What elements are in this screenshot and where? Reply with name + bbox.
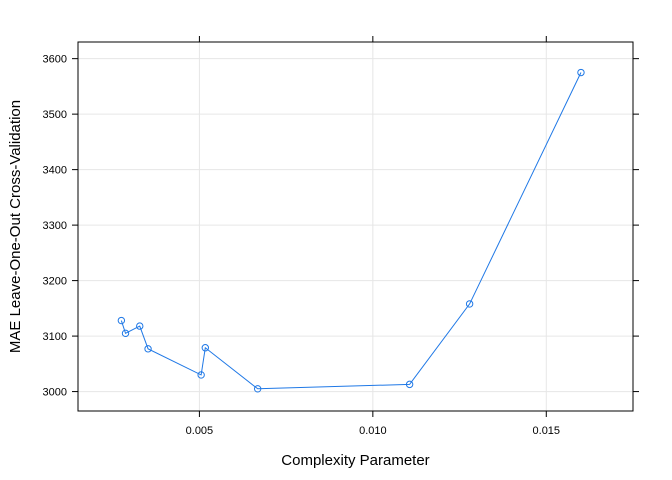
data-point-4 [197,371,205,379]
data-point-2 [136,322,144,330]
data-point-6 [253,385,262,393]
y-tick-label-5: 3500 [43,109,67,121]
x-tick-label-1: 0.010 [359,425,387,437]
y-tick-label-6: 3600 [43,54,67,66]
data-point-0 [117,316,126,325]
series-line-0 [120,72,582,390]
data-point-3 [144,345,152,353]
x-tick-label-2: 0.015 [533,425,561,437]
y-tick-label-0: 3000 [43,387,67,399]
y-axis-title: MAE Leave-One-Out Cross-Validation [7,100,24,353]
axis-ticks: 0.005 0.010 0.015 3000 3100 3200 3300 3400 3500 3… [43,36,639,437]
grid-lines [78,42,633,411]
x-tick-label-0: 0.005 [186,425,214,437]
y-tick-label-3: 3300 [43,220,67,232]
data-point-8 [465,300,474,308]
x-axis-title: Complexity Parameter [281,452,429,469]
data-point-9 [577,68,585,77]
series-layer [117,68,585,393]
y-tick-label-1: 3100 [43,331,67,343]
data-point-7 [405,380,414,389]
data-point-5 [201,344,210,352]
y-tick-label-4: 3400 [43,165,67,177]
data-point-1 [121,329,130,338]
plot-border [77,41,634,412]
plot-frame [77,41,634,412]
y-tick-label-2: 3200 [43,276,67,288]
